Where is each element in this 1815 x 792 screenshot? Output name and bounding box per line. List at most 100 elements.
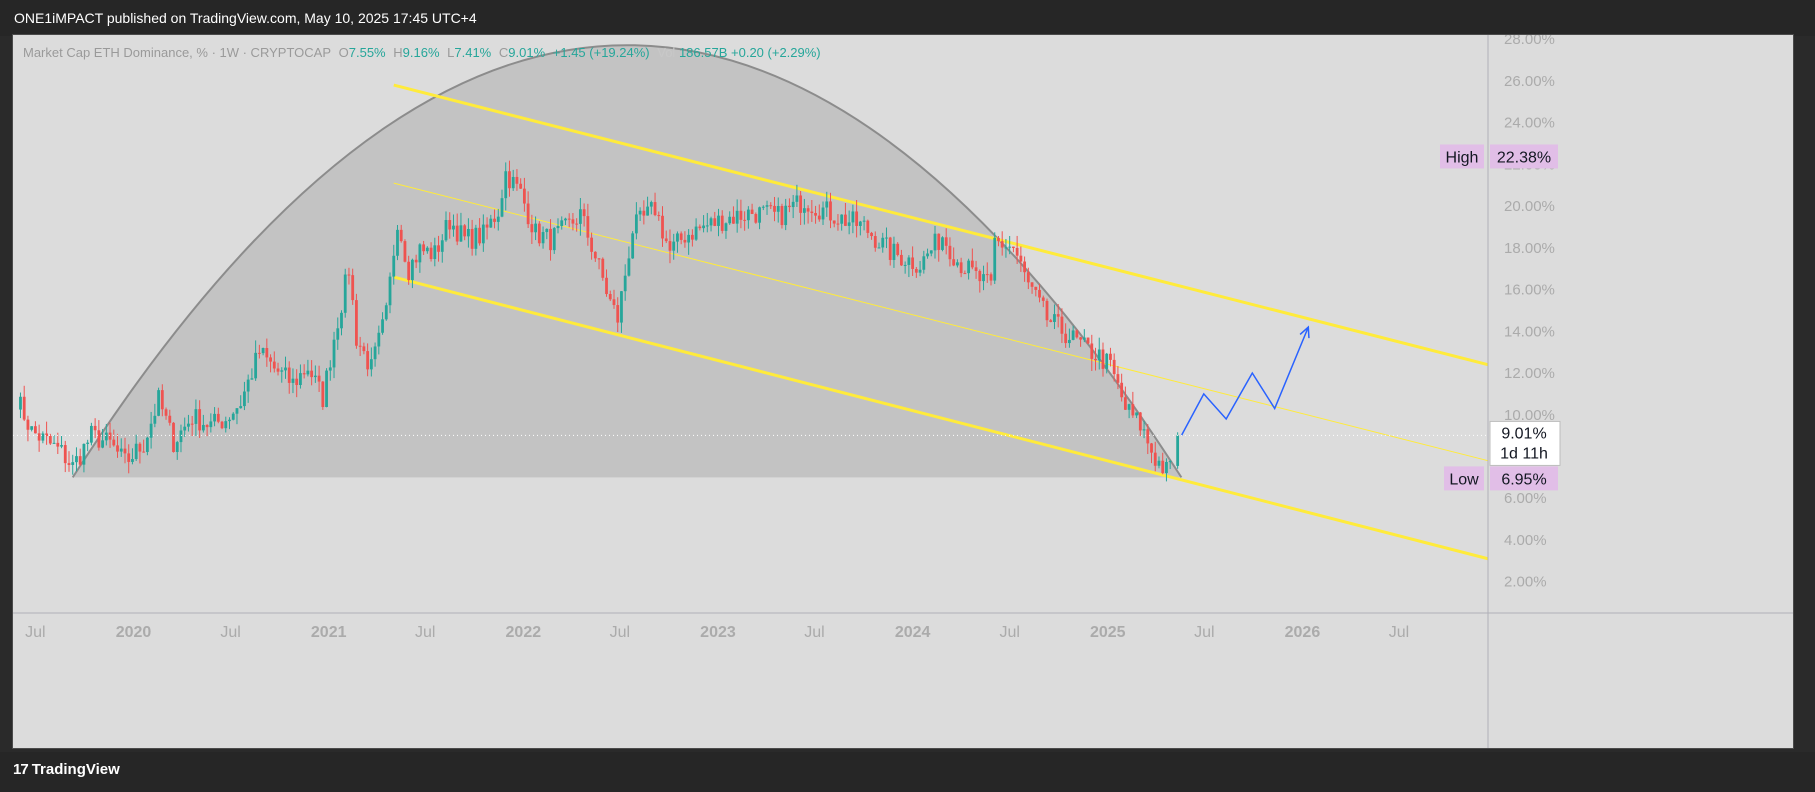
candle-body [534, 223, 537, 233]
candle-body [944, 237, 948, 246]
candle-body [578, 209, 582, 224]
candle-body [1056, 314, 1060, 317]
x-tick-label: 2025 [1090, 624, 1126, 641]
candle-body [836, 223, 840, 225]
candle-body [597, 258, 601, 260]
candle-body [1116, 374, 1120, 383]
candle-body [623, 275, 627, 292]
candle-body [205, 424, 209, 428]
candle-body [216, 413, 220, 422]
candle-body [287, 367, 291, 383]
low-marker-value: 6.95% [1501, 471, 1546, 488]
x-tick-label: Jul [415, 624, 435, 641]
candle-body [556, 225, 560, 229]
candle-body [407, 261, 411, 281]
candle-body [119, 448, 123, 452]
candle-body [313, 375, 317, 378]
candle-body [522, 188, 526, 204]
candle-body [1101, 349, 1105, 369]
candle-body [1086, 337, 1090, 344]
candle-body [1135, 412, 1138, 416]
footer-bar: 17 TradingView [0, 752, 1815, 792]
projection-arrowhead [1299, 325, 1310, 339]
candle-body [705, 225, 709, 227]
candle-body [881, 237, 885, 248]
candle-body [97, 430, 101, 448]
candle-body [978, 270, 982, 282]
chart-area[interactable]: 2.00%4.00%6.00%8.00%10.00%12.00%14.00%16… [12, 34, 1794, 749]
candle-body [45, 433, 48, 437]
candle-body [422, 244, 426, 252]
candle-body [190, 423, 194, 425]
candle-body [739, 210, 743, 220]
candle-body [1038, 289, 1041, 298]
candle-body [937, 233, 941, 250]
candle-body [1112, 359, 1116, 375]
candle-body [1105, 353, 1109, 369]
candle-body [1168, 461, 1172, 463]
candle-body [295, 378, 299, 386]
candle-body [52, 442, 56, 444]
candle-body [489, 218, 493, 228]
candle-body [948, 245, 952, 260]
candle-body [799, 195, 803, 213]
candle-body [750, 209, 754, 214]
candle-body [773, 205, 776, 212]
candle-body [683, 239, 687, 243]
candle-body [575, 223, 579, 225]
candle-body [795, 195, 799, 202]
candle-body [41, 433, 45, 441]
candle-body [769, 205, 773, 207]
candle-body [1079, 337, 1082, 340]
candle-body [608, 294, 612, 300]
y-tick-label: 18.00% [1504, 240, 1555, 257]
candle-body [735, 210, 739, 224]
x-tick-label: 2024 [895, 624, 931, 641]
channel-upper-line [393, 83, 1489, 367]
candle-body [60, 445, 63, 447]
candle-body [175, 442, 179, 453]
candle-body [761, 206, 765, 208]
high-marker-value: 22.38% [1497, 149, 1551, 166]
candle-body [153, 415, 157, 424]
candle-body [172, 422, 175, 453]
brand-label: TradingView [31, 761, 120, 778]
price-chart-svg[interactable]: 2.00%4.00%6.00%8.00%10.00%12.00%14.00%16… [13, 35, 1793, 748]
candle-body [358, 345, 362, 347]
tradingview-brand[interactable]: 17 TradingView [13, 761, 120, 778]
candle-body [235, 408, 239, 414]
candle-body [48, 436, 52, 444]
last-price-label: 9.01% [1501, 425, 1546, 442]
candle-body [1023, 261, 1026, 273]
close-label: C [498, 45, 509, 60]
candle-body [952, 259, 956, 266]
candle-body [903, 264, 907, 266]
candle-body [653, 202, 657, 216]
candle-body [765, 205, 769, 207]
candle-body [145, 437, 149, 452]
candle-body [142, 451, 146, 453]
candle-body [343, 274, 347, 313]
candle-body [1082, 337, 1086, 340]
y-tick-label: 24.00% [1504, 115, 1555, 132]
channel-lower-line [393, 275, 1489, 561]
candle-body [941, 237, 944, 250]
candle-body [250, 378, 254, 380]
candle-body [302, 373, 306, 375]
symbol-name[interactable]: Market Cap ETH Dominance, % · 1W · CRYPT… [23, 45, 331, 60]
candle-body [634, 214, 638, 234]
candle-body [284, 367, 287, 371]
candle-body [220, 421, 224, 429]
candle-body [272, 361, 276, 369]
candle-body [590, 237, 593, 252]
candle-body [366, 351, 370, 370]
candle-body [933, 233, 937, 251]
candle-body [131, 459, 134, 462]
candle-body [1026, 272, 1030, 283]
candle-body [429, 247, 433, 260]
x-tick-label: 2022 [506, 624, 542, 641]
candle-body [746, 209, 750, 221]
candle-body [1030, 282, 1034, 287]
candle-body [310, 370, 314, 378]
candle-body [832, 220, 836, 224]
